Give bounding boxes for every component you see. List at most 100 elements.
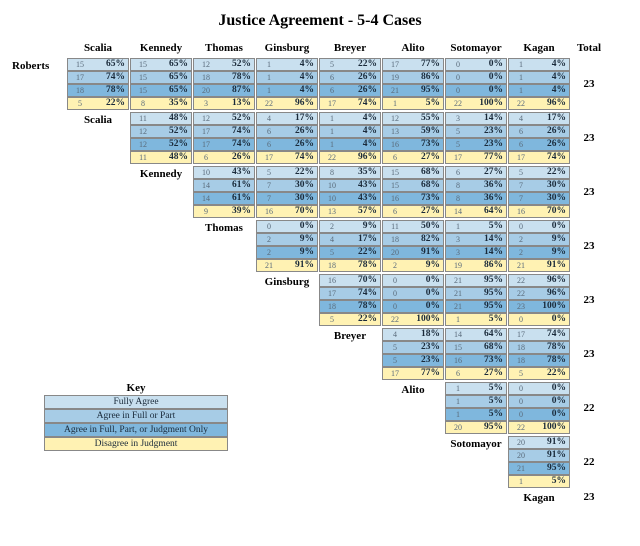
cell-percent: 74% [344, 99, 380, 109]
agreement-cell: 1777% [382, 58, 444, 71]
agreement-cell: 14% [256, 84, 318, 97]
cell-percent: 4% [281, 86, 317, 96]
cell-count: 15 [446, 344, 470, 352]
cell-percent: 26% [533, 140, 569, 150]
cell-count: 2 [509, 249, 533, 257]
cell-count: 3 [194, 100, 218, 108]
agreement-cell: 2195% [445, 274, 507, 287]
agreement-cell: 1252% [193, 58, 255, 71]
agreement-cell: 1148% [130, 151, 192, 164]
cell-count: 22 [509, 290, 533, 298]
cell-percent: 9% [344, 222, 380, 232]
agreement-cell: 1774% [508, 151, 570, 164]
cell-percent: 100% [533, 302, 569, 312]
cell-count: 22 [320, 154, 344, 162]
agreement-cell: 15% [445, 408, 507, 421]
cell-percent: 0% [281, 222, 317, 232]
cell-percent: 74% [218, 140, 254, 150]
cell-count: 11 [131, 115, 155, 123]
cell-count: 5 [383, 357, 407, 365]
cell-percent: 4% [533, 73, 569, 83]
agreement-cell: 1777% [382, 367, 444, 380]
agreement-cell: 00% [382, 287, 444, 300]
cell-percent: 0% [407, 302, 443, 312]
cell-count: 0 [509, 398, 533, 406]
cell-percent: 0% [407, 276, 443, 286]
cell-percent: 18% [407, 330, 443, 340]
agreement-cell: 2087% [193, 84, 255, 97]
cell-percent: 50% [407, 222, 443, 232]
agreement-cell: 418% [382, 328, 444, 341]
key-item: Disagree in Judgment [44, 437, 228, 451]
cell-percent: 78% [92, 86, 128, 96]
agreement-cell: 00% [508, 395, 570, 408]
cell-count: 17 [320, 100, 344, 108]
cell-count: 18 [509, 344, 533, 352]
cell-percent: 100% [533, 423, 569, 433]
agreement-cell: 1777% [445, 151, 507, 164]
cell-count: 8 [446, 195, 470, 203]
agreement-cell: 522% [319, 58, 381, 71]
agreement-cell: 1986% [382, 71, 444, 84]
agreement-cell: 523% [382, 341, 444, 354]
agreement-cell: 29% [508, 233, 570, 246]
cell-count: 17 [383, 61, 407, 69]
row-header: Sotomayor [445, 436, 507, 450]
cell-percent: 65% [155, 60, 191, 70]
cell-percent: 0% [407, 289, 443, 299]
agreement-cell: 523% [445, 138, 507, 151]
agreement-cell: 14% [508, 71, 570, 84]
cell-percent: 26% [281, 140, 317, 150]
cell-count: 20 [194, 87, 218, 95]
cell-percent: 65% [155, 73, 191, 83]
cell-count: 21 [383, 87, 407, 95]
agreement-cell: 15% [445, 382, 507, 395]
cell-count: 15 [383, 182, 407, 190]
cell-percent: 23% [470, 140, 506, 150]
agreement-cell: 2296% [508, 287, 570, 300]
cell-count: 2 [509, 236, 533, 244]
cell-count: 16 [383, 141, 407, 149]
cell-percent: 9% [407, 261, 443, 271]
agreement-cell: 939% [193, 205, 255, 218]
cell-count: 4 [383, 331, 407, 339]
agreement-cell: 627% [445, 166, 507, 179]
cell-percent: 5% [470, 384, 506, 394]
col-header: Scalia [67, 40, 129, 58]
agreement-cell: 1464% [445, 205, 507, 218]
agreement-cell: 23100% [508, 300, 570, 313]
cell-percent: 0% [470, 73, 506, 83]
agreement-cell: 1568% [382, 179, 444, 192]
cell-count: 1 [446, 223, 470, 231]
cell-percent: 14% [470, 114, 506, 124]
cell-count: 2 [257, 249, 281, 257]
cell-percent: 64% [470, 207, 506, 217]
agreement-cell: 730% [508, 192, 570, 205]
cell-count: 9 [194, 208, 218, 216]
cell-percent: 74% [533, 330, 569, 340]
row-total: 23 [571, 491, 607, 503]
cell-percent: 5% [533, 477, 569, 487]
cell-percent: 48% [155, 114, 191, 124]
cell-percent: 27% [407, 153, 443, 163]
cell-percent: 0% [533, 384, 569, 394]
agreement-cell: 1252% [193, 112, 255, 125]
cell-count: 1 [509, 478, 533, 486]
cell-percent: 26% [218, 153, 254, 163]
agreement-cell: 1043% [319, 179, 381, 192]
agreement-cell: 1986% [445, 259, 507, 272]
agreement-cell: 29% [382, 259, 444, 272]
cell-count: 5 [509, 370, 533, 378]
cell-count: 5 [257, 169, 281, 177]
agreement-cell: 15% [508, 475, 570, 488]
cell-count: 17 [446, 154, 470, 162]
agreement-cell: 14% [319, 112, 381, 125]
agreement-cell: 1357% [319, 205, 381, 218]
agreement-cell: 22100% [382, 313, 444, 326]
agreement-cell: 2091% [508, 449, 570, 462]
agreement-cell: 00% [256, 220, 318, 233]
cell-count: 12 [131, 128, 155, 136]
cell-count: 0 [509, 223, 533, 231]
row-header: Thomas [193, 220, 255, 234]
cell-percent: 96% [533, 99, 569, 109]
